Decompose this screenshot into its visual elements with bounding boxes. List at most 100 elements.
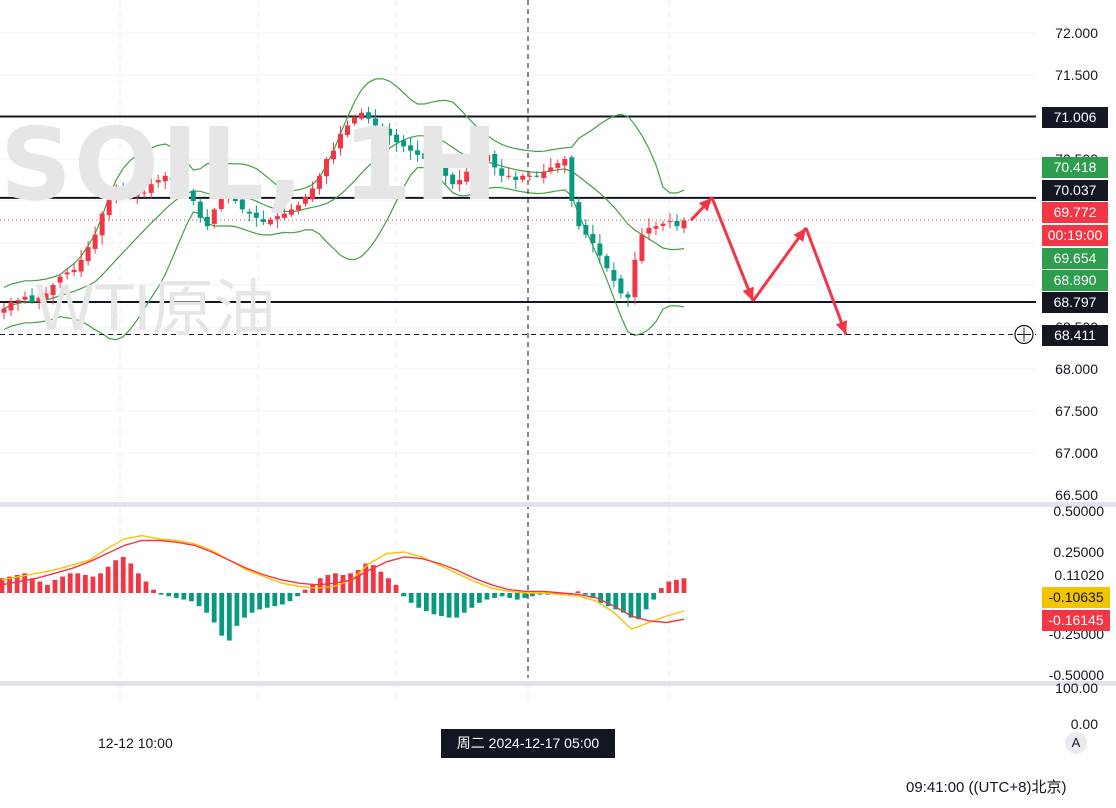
candle-body [646,227,652,234]
candle-body [541,171,547,179]
macd-histogram-bar [416,593,422,608]
macd-line [1,534,685,630]
bollinger-bands [3,78,685,341]
candle-body [43,293,49,300]
candle-body [330,150,336,160]
macd-histogram-bar [355,570,361,593]
projection-arrowhead [742,286,754,301]
candle-body [436,163,442,166]
candle-body [387,128,393,136]
macd-histogram-bar [477,593,482,603]
candle-body [64,272,70,275]
macd-histogram-bar [52,579,58,593]
price-axis: 72.00071.50070.50068.50068.00067.50067.0… [1055,25,1098,503]
candle-body [22,296,28,300]
candle-body [246,211,252,214]
candle-body [464,171,470,182]
candle-body [274,216,280,220]
crosshair-price-target-icon[interactable] [1014,324,1034,345]
macd-histogram-bar [469,593,475,608]
macd-histogram-bar [636,593,641,620]
candle-body [450,174,456,185]
candle-body [611,270,617,281]
candle-body [218,196,224,209]
auto-scale-button[interactable]: A [1065,732,1087,754]
candle-body [267,219,273,225]
macd-histogram-bar [22,573,28,593]
macd-histogram-bar [310,584,316,593]
candle-body [520,175,526,180]
candle-body [429,156,435,164]
candle-body [337,133,343,149]
candle-body [485,154,491,162]
macd-histogram-bar [226,593,232,641]
candle-body [309,188,315,200]
candle-body [106,196,112,215]
macd-histogram-bar [189,593,194,602]
macd-histogram-bar [82,574,88,593]
candle-body [408,145,414,151]
candle-body [211,209,217,224]
candle-body [401,140,407,147]
macd-histogram-bar [681,578,687,593]
candle-body [183,182,189,191]
candle-body [548,167,554,172]
candle-body [415,150,421,155]
macd-histogram-bar [151,589,156,593]
macd-histogram-bar [196,593,202,607]
candle-body [443,165,449,176]
signal-line [1,539,685,624]
candle-body [359,112,365,119]
macd-histogram-bar [401,593,407,597]
macd-histogram-bar [158,593,164,595]
candle-body [478,159,484,166]
macd-histogram-bar [628,593,634,618]
macd-histogram-bar [393,584,399,593]
projection-arrowhead [793,227,806,242]
macd-histogram-bar [113,560,119,593]
price-tag: 68.797 [1042,292,1108,313]
macd-histogram-bar [484,593,490,600]
candle-body [190,190,196,201]
candle-body [590,233,596,243]
candle-body [366,112,372,119]
macd-tick-label: 0.50000 [1053,503,1104,519]
candle-body [232,192,238,201]
candle-body [639,234,645,261]
candle-body [583,225,589,235]
macd-histogram-bar [29,578,35,593]
macd-histogram-bar [257,593,263,610]
candle-body [667,221,673,223]
candle-body [681,220,687,229]
candle-body [394,134,400,143]
candle-body [316,175,322,189]
candle-body [534,175,540,177]
candle-body [499,168,505,176]
macd-histogram-bar [7,576,12,593]
candle-body [78,259,84,272]
macd-value-tag: -0.10635 [1042,587,1110,608]
macd-histogram-bar [120,556,126,593]
macd-histogram-bar [317,578,323,593]
candle-body [57,276,63,283]
horizontal-levels [0,115,1036,304]
price-tick-label: 67.500 [1055,403,1098,419]
candlestick-series [1,106,687,320]
candle-body [134,194,140,197]
candle-body [471,163,477,174]
macd-histogram-bar [98,573,103,593]
price-tick-label: 72.000 [1055,25,1098,41]
rsi-tick-label: 0.00 [1071,716,1098,732]
candle-body [71,269,77,273]
macd-histogram-bar [242,593,247,618]
macd-histogram-bar [67,573,73,593]
projection-arrowhead [835,320,848,335]
macd-histogram-bar [45,584,50,593]
candle-body [576,202,582,227]
clock-timezone[interactable]: 09:41:00 ((UTC+8)北京) [906,779,1067,796]
pane-separators[interactable] [0,502,1116,686]
candle-body [148,184,154,193]
macd-histogram-bar [264,593,270,608]
macd-histogram-bar [295,593,300,597]
